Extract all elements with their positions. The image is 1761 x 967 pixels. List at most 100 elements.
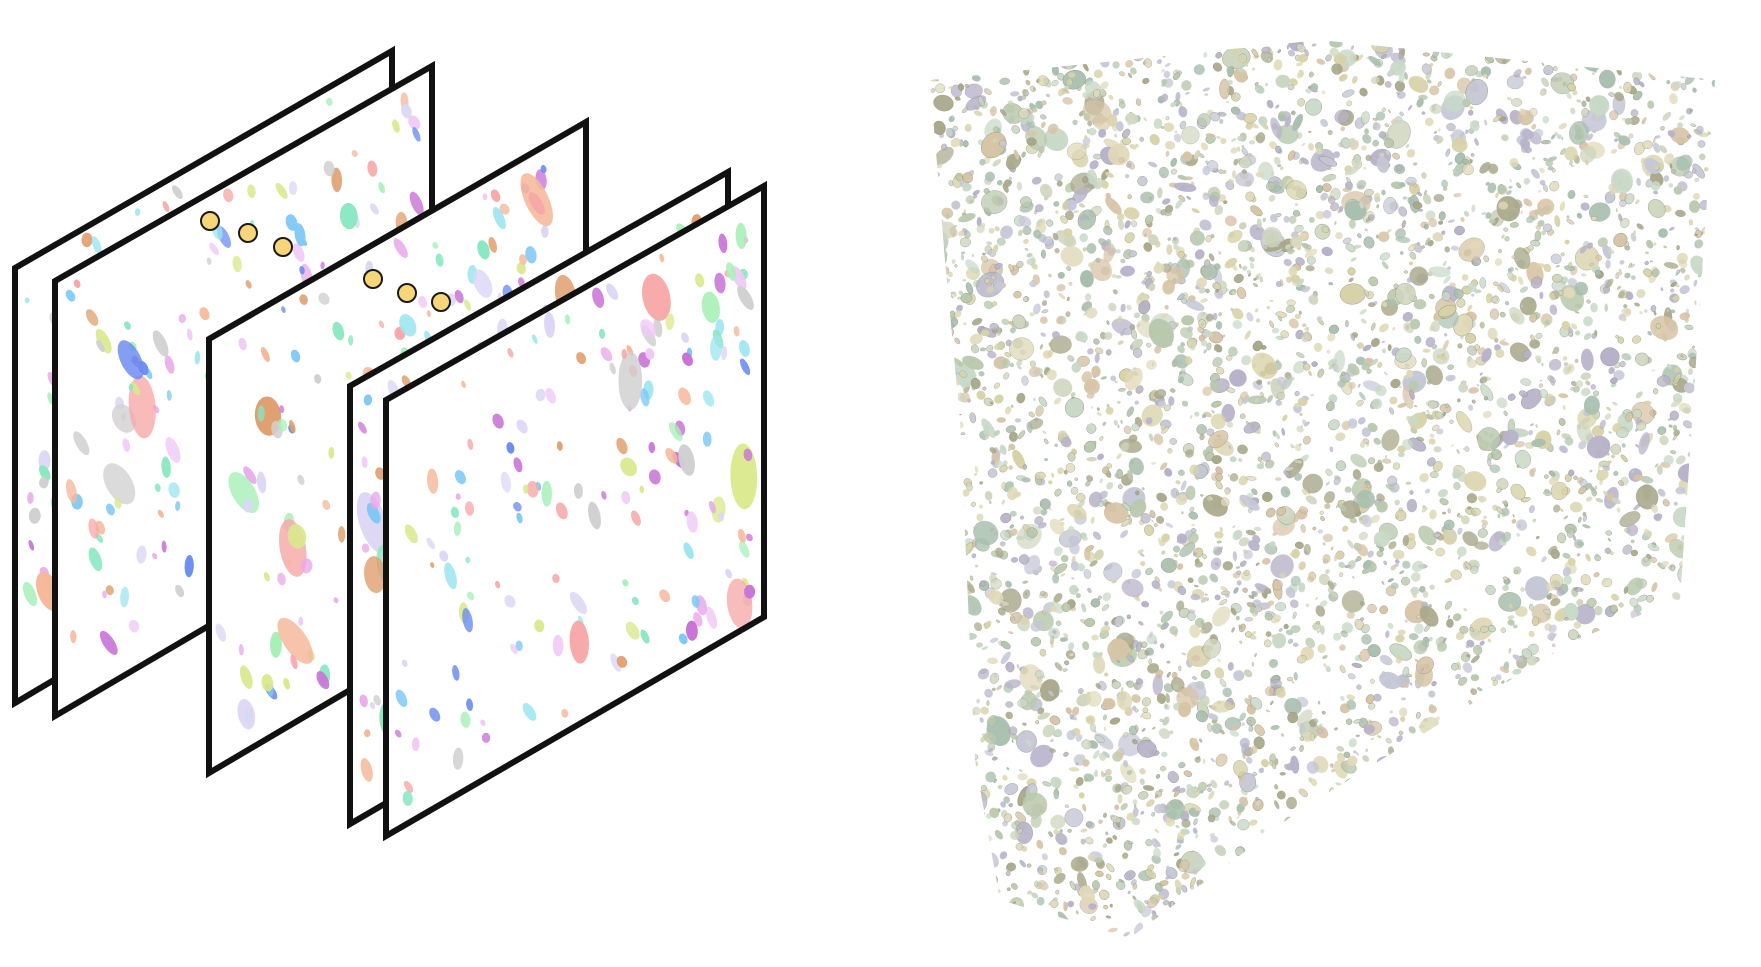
- volume-fragment: [1644, 786, 1654, 796]
- volume-fragment: [1354, 861, 1367, 874]
- volume-fragment: [1426, 546, 1433, 551]
- volume-fragment: [1405, 841, 1416, 848]
- volume-fragment: [1159, 47, 1169, 56]
- volume-fragment: [975, 932, 983, 938]
- volume-fragment: [1299, 744, 1304, 753]
- cell-blob: [287, 558, 292, 566]
- volume-fragment: [1690, 846, 1700, 856]
- volume-fragment: [1176, 48, 1184, 55]
- volume-fragment: [1675, 209, 1686, 217]
- volume-fragment: [1642, 630, 1651, 638]
- volume-fragment: [1537, 742, 1542, 746]
- cell-blob: [277, 418, 288, 432]
- volume-fragment: [973, 472, 978, 476]
- volume-fragment: [1586, 299, 1591, 304]
- volume-fragment: [1610, 382, 1617, 388]
- volume-fragment: [930, 403, 939, 409]
- volume-fragment: [1176, 40, 1184, 45]
- volume-fragment: [1523, 736, 1540, 758]
- cell-blob: [592, 287, 605, 308]
- volume-fragment: [951, 259, 956, 264]
- volume-fragment: [1082, 641, 1090, 651]
- cell-blob: [504, 595, 516, 608]
- volume-fragment: [1439, 925, 1448, 934]
- cell-blob: [299, 294, 308, 305]
- volume-fragment: [1712, 232, 1715, 243]
- volume-fragment: [1556, 726, 1562, 731]
- volume-fragment: [1260, 829, 1265, 834]
- cell-blob: [194, 350, 201, 365]
- volume-fragment: [1094, 353, 1100, 364]
- volume-fragment: [1469, 721, 1486, 738]
- volume-fragment: [947, 743, 959, 755]
- volume-fragment: [1310, 914, 1316, 918]
- volume-fragment: [1590, 867, 1601, 878]
- cell-blob: [275, 182, 288, 199]
- volume-fragment: [1173, 852, 1180, 857]
- volume-fragment: [1616, 507, 1621, 513]
- volume-fragment: [1349, 814, 1355, 818]
- volume-fragment: [1155, 774, 1161, 779]
- volume-fragment: [1448, 161, 1453, 166]
- cell-blob: [404, 524, 418, 544]
- volume-fragment: [1424, 814, 1433, 822]
- volume-fragment: [1629, 826, 1634, 831]
- volume-fragment: [1580, 348, 1594, 371]
- volume-fragment: [1219, 800, 1230, 810]
- volume-fragment: [1600, 652, 1609, 662]
- volume-fragment: [1381, 107, 1386, 113]
- volume-fragment: [1490, 787, 1495, 794]
- volume-fragment: [1466, 834, 1477, 842]
- volume-fragment: [1712, 510, 1715, 514]
- volume-fragment: [933, 909, 940, 918]
- volume-fragment: [1542, 873, 1553, 883]
- volume-fragment: [1275, 870, 1282, 879]
- volume-fragment: [1064, 933, 1071, 937]
- volume-fragment: [1215, 321, 1223, 330]
- volume-fragment: [1708, 740, 1715, 751]
- volume-fragment: [1585, 850, 1594, 856]
- volume-fragment: [1487, 638, 1492, 643]
- volume-fragment: [1605, 877, 1611, 882]
- volume-fragment: [1475, 807, 1493, 825]
- volume-fragment: [1593, 571, 1600, 578]
- cell-blob: [394, 729, 402, 738]
- volume-fragment: [1629, 896, 1635, 904]
- volume-fragment: [1288, 850, 1297, 859]
- volume-fragment: [1699, 355, 1706, 359]
- volume-fragment: [1634, 721, 1640, 730]
- volume-fragment: [930, 722, 937, 726]
- volume-fragment: [1616, 285, 1622, 290]
- volume-fragment: [1698, 69, 1706, 78]
- volume-fragment: [995, 888, 1001, 894]
- volume-fragment: [1484, 869, 1491, 877]
- volume-fragment: [1294, 203, 1298, 207]
- cell-blob: [490, 189, 501, 203]
- volume-fragment: [1314, 223, 1331, 240]
- volume-fragment: [1296, 425, 1304, 433]
- volume-fragment: [1691, 805, 1698, 813]
- cell-blob: [691, 595, 700, 608]
- volume-fragment: [1516, 532, 1520, 537]
- volume-fragment: [1481, 519, 1489, 525]
- volume-fragment: [960, 645, 966, 651]
- volume-fragment: [1248, 911, 1252, 914]
- volume-fragment: [1558, 41, 1569, 52]
- cell-blob: [668, 422, 683, 442]
- volume-fragment: [1256, 379, 1263, 385]
- volume-fragment: [1424, 117, 1434, 127]
- volume-fragment: [957, 421, 964, 429]
- volume-fragment: [1216, 917, 1224, 925]
- volume-fragment: [944, 321, 951, 328]
- volume-fragment: [957, 40, 965, 48]
- cell-blob: [361, 543, 370, 553]
- volume-fragment: [1594, 485, 1598, 490]
- volume-fragment: [1717, 534, 1723, 541]
- volume-fragment: [1416, 835, 1423, 842]
- volume-fragment: [977, 668, 990, 680]
- volume-fragment: [1373, 923, 1378, 931]
- volume-fragment: [950, 797, 956, 802]
- volume-fragment: [1553, 904, 1561, 914]
- volume-fragment: [979, 481, 984, 485]
- volume-fragment: [1351, 76, 1358, 84]
